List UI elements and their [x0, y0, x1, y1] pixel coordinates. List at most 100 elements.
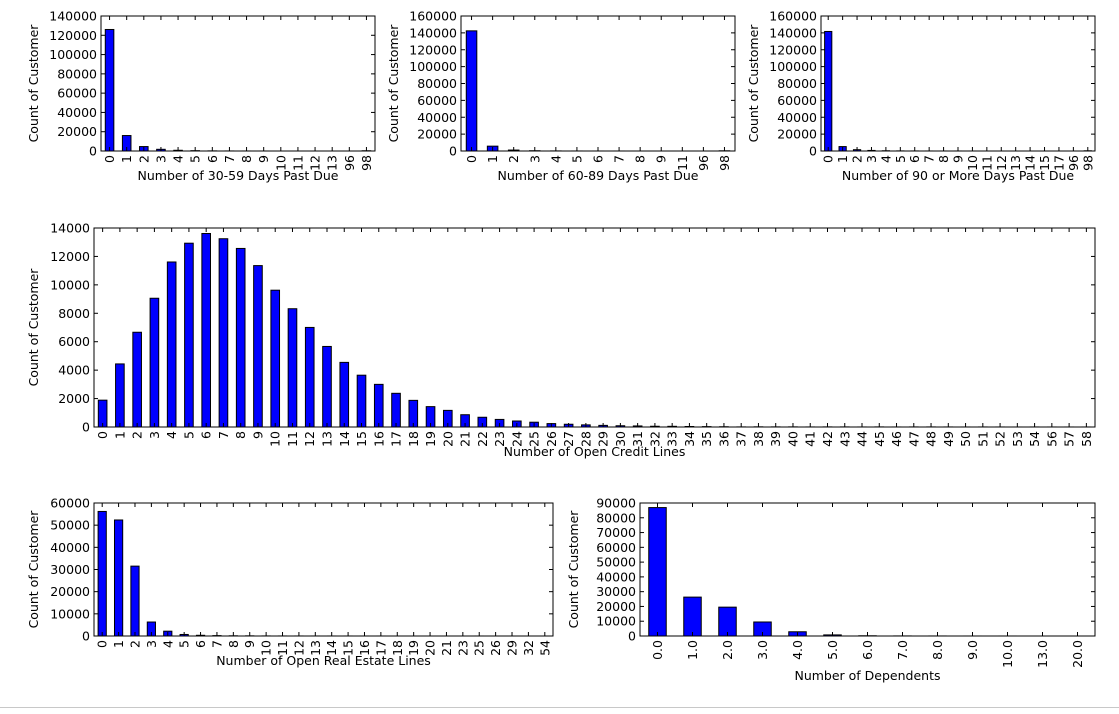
bar-0: [465, 30, 478, 152]
y-tick-label: 30000: [50, 562, 90, 577]
subplot-2: 0200004000060000800001000001200001400001…: [386, 9, 736, 183]
x-tick-label: 42: [820, 431, 835, 447]
x-tick-label: 5: [893, 155, 908, 163]
axes-frame: [460, 15, 736, 152]
y-tick-label: 120000: [49, 28, 97, 43]
x-tick-label: 15: [1037, 155, 1052, 171]
x-tick-label: 16: [357, 640, 372, 656]
x-tick-label: 48: [924, 431, 939, 447]
x-tick-label: 8: [233, 431, 248, 439]
bar-2.0: [718, 606, 737, 637]
y-tick-label: 40000: [417, 110, 457, 125]
subplot-6: 0100002000030000400005000060000700008000…: [566, 496, 1096, 683]
bar-0.0: [648, 507, 667, 637]
bar-8: [235, 247, 246, 428]
x-tick-label: 0: [464, 155, 479, 163]
x-tick-label: 8: [226, 640, 241, 648]
x-tick-label: 9: [256, 155, 271, 163]
bar-7: [218, 238, 229, 428]
bar-10: [270, 289, 281, 428]
bar-6: [201, 232, 211, 428]
y-tick-label: 12000: [50, 249, 90, 264]
bar-3: [149, 297, 160, 428]
x-tick-label: 35: [699, 431, 714, 447]
x-tick-label: 8.0: [930, 640, 945, 660]
x-tick-label: 30: [613, 431, 628, 447]
x-tick-label: 0: [102, 155, 117, 163]
x-tick-label: 9.0: [965, 640, 980, 660]
y-tick-label: 80000: [596, 510, 636, 525]
y-tick-label: 0: [449, 144, 457, 159]
bar-13: [322, 345, 332, 428]
y-tick-label: 80000: [777, 76, 817, 91]
x-tick-label: 2: [136, 155, 151, 163]
x-tick-label: 1.0: [685, 640, 700, 660]
y-axis-label: Count of Customer: [26, 24, 41, 143]
x-axis-label: Number of 90 or More Days Past Due: [842, 168, 1075, 183]
y-tick-label: 40000: [777, 110, 817, 125]
x-tick-label: 27: [561, 431, 576, 447]
x-tick-label: 7: [612, 155, 627, 163]
x-tick-label: 44: [855, 431, 870, 447]
x-tick-label: 7: [209, 640, 224, 648]
bar-16: [373, 383, 384, 428]
x-tick-label: 10: [259, 640, 274, 656]
x-tick-label: 7.0: [895, 640, 910, 660]
axes-frame: [100, 15, 376, 152]
bar-5: [184, 242, 194, 428]
x-tick-label: 0: [95, 640, 110, 648]
x-tick-label: 9: [654, 155, 669, 163]
x-tick-label: 5: [188, 155, 203, 163]
x-tick-label: 6: [205, 155, 220, 163]
y-tick-label: 20000: [57, 124, 97, 139]
bar-2: [132, 331, 142, 428]
x-tick-label: 24: [509, 431, 524, 447]
x-tick-label: 21: [458, 431, 473, 447]
axes-frame: [93, 227, 1096, 428]
x-tick-label: 98: [717, 155, 732, 171]
x-tick-label: 5: [181, 431, 196, 439]
x-tick-label: 11: [979, 155, 994, 171]
x-tick-label: 53: [1010, 431, 1025, 447]
x-tick-label: 4: [548, 155, 563, 163]
x-tick-label: 20: [423, 640, 438, 656]
x-axis-label: Number of Open Real Estate Lines: [216, 653, 431, 668]
bar-1: [113, 519, 124, 637]
x-tick-label: 29: [596, 431, 611, 447]
x-tick-label: 2: [130, 431, 145, 439]
x-tick-label: 2: [506, 155, 521, 163]
subplot-1: 0 20000 40000 60000 80000 100000 120000 140000 0…: [26, 9, 376, 183]
y-tick-label: 140000: [49, 9, 97, 24]
x-tick-label: 0.0: [650, 640, 665, 660]
x-tick-label: 10: [268, 431, 283, 447]
x-tick-label: 13: [319, 431, 334, 447]
axes-frame: [639, 502, 1096, 637]
y-tick-label: 0: [89, 144, 97, 159]
x-tick-label: 23: [492, 431, 507, 447]
x-tick-label: 6: [907, 155, 922, 163]
x-tick-label: 14: [337, 431, 352, 447]
x-tick-label: 57: [1062, 431, 1077, 447]
x-tick-label: 18: [390, 640, 405, 656]
x-tick-label: 28: [578, 431, 593, 447]
y-tick-label: 90000: [596, 496, 636, 511]
y-axis-label: Count of Customer: [566, 510, 581, 629]
bar-0: [97, 399, 108, 428]
x-tick-label: 98: [1080, 155, 1095, 171]
x-tick-label: 4.0: [790, 640, 805, 660]
x-tick-label: 23: [455, 640, 470, 656]
x-tick-label: 10: [965, 155, 980, 171]
x-tick-label: 1: [119, 155, 134, 163]
x-tick-label: 25: [527, 431, 542, 447]
x-tick-label: 9: [250, 431, 265, 439]
y-tick-label: 100000: [49, 47, 97, 62]
x-tick-label: 4: [164, 431, 179, 439]
y-tick-label: 30000: [596, 584, 636, 599]
x-tick-label: 3: [864, 155, 879, 163]
x-tick-label: 20.0: [1070, 640, 1085, 668]
bar-14: [339, 361, 350, 428]
x-tick-label: 10.0: [1000, 640, 1015, 668]
x-tick-label: 2: [850, 155, 865, 163]
axes-frame: [93, 502, 554, 637]
y-tick-label: 20000: [50, 584, 90, 599]
